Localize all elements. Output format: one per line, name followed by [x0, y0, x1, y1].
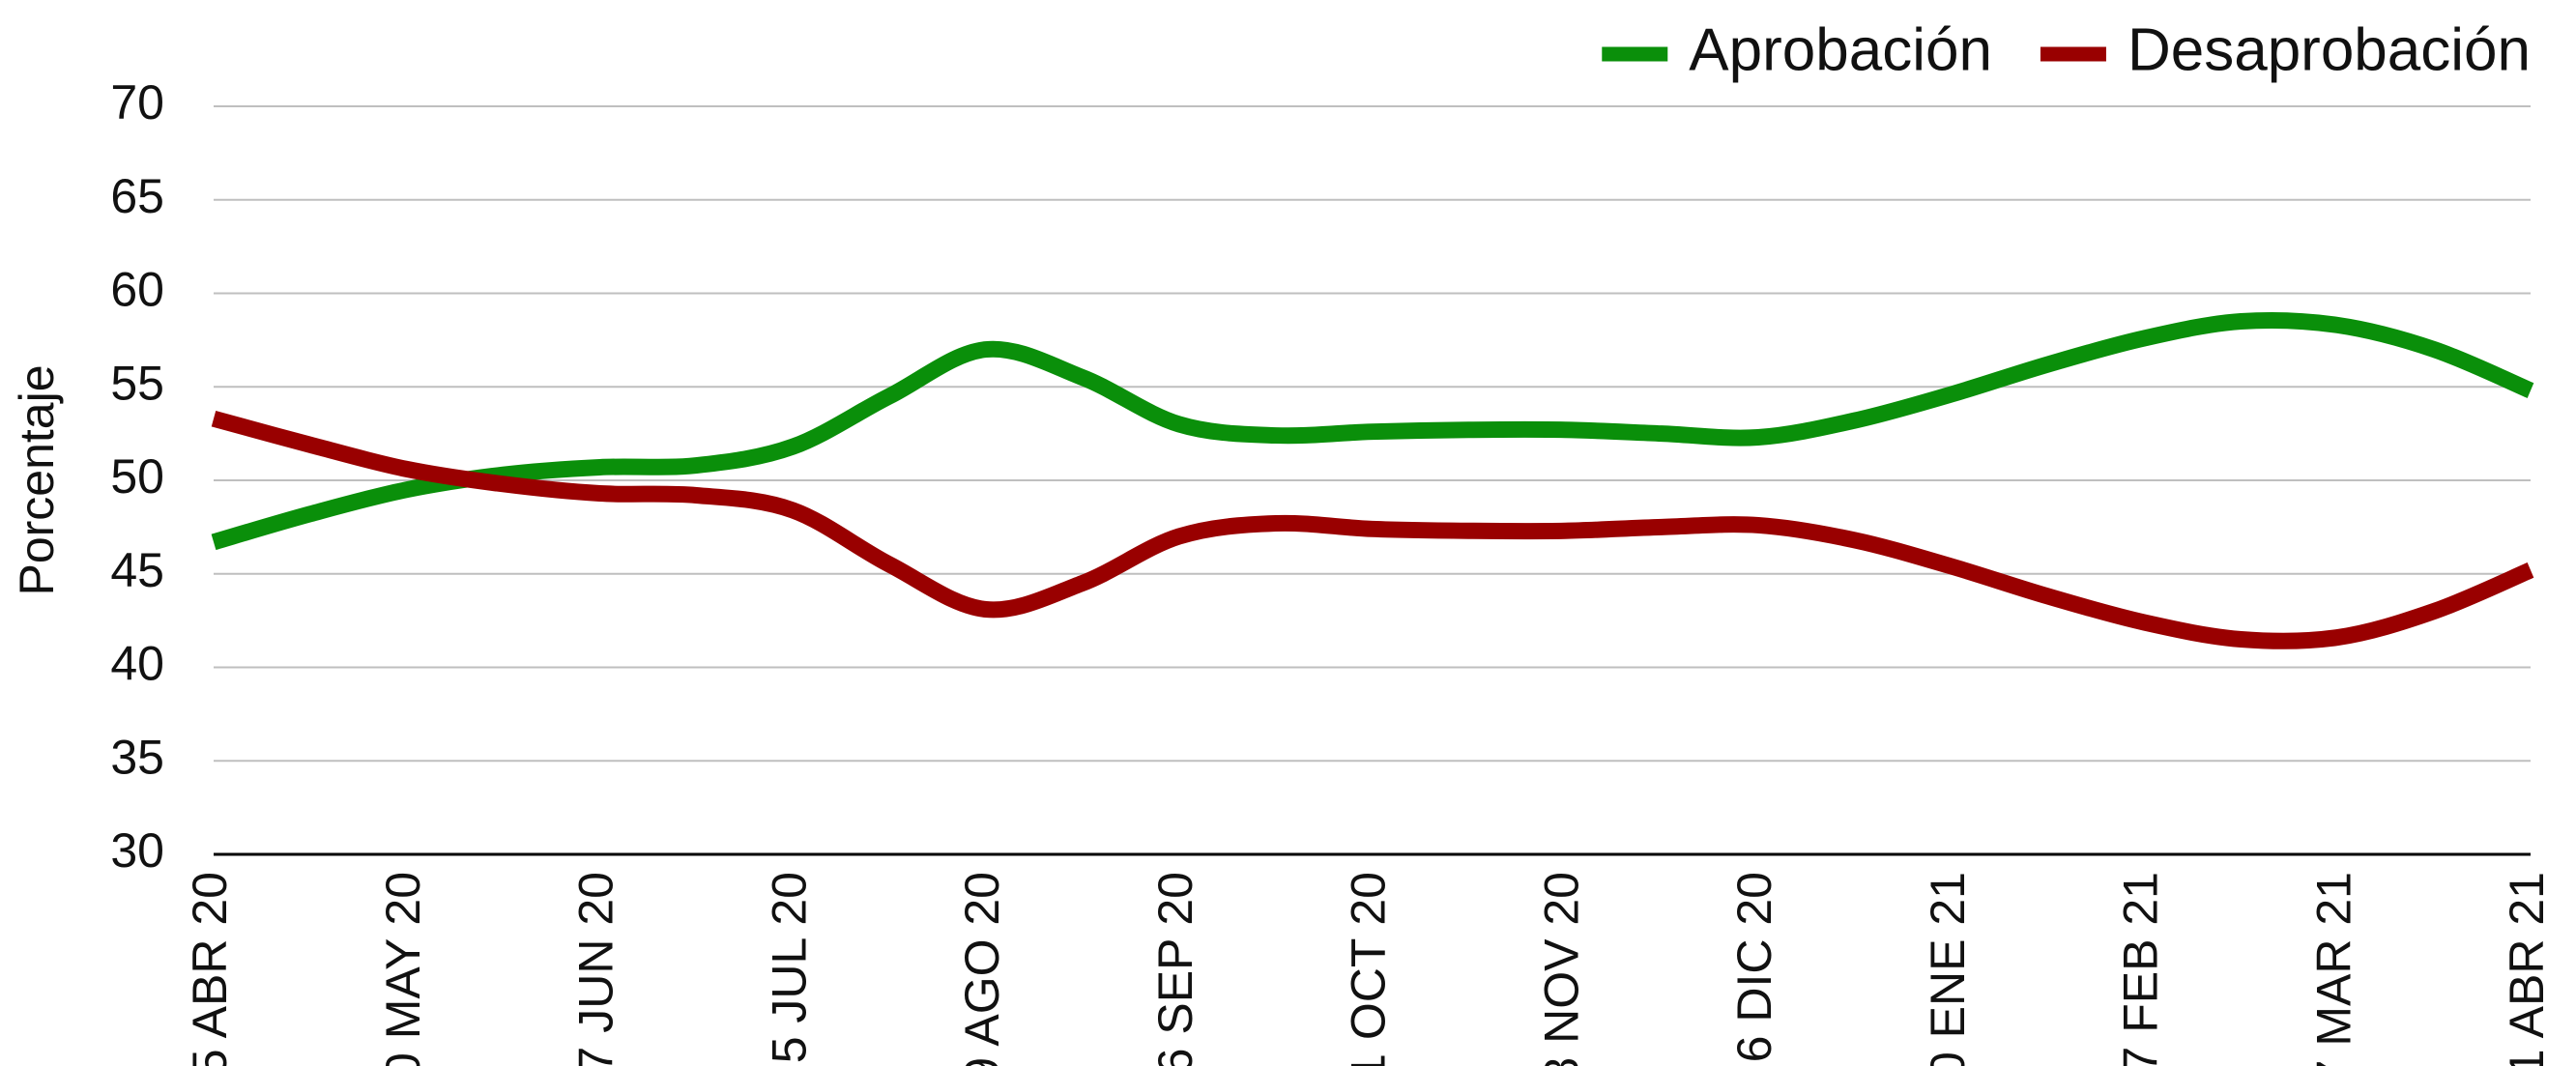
legend-label: Desaprobación [2127, 16, 2531, 83]
x-tick-label: 10 MAY 20 [376, 872, 430, 1066]
y-tick-label: 60 [110, 263, 164, 317]
x-tick-label: 7 FEB 21 [2114, 872, 2168, 1066]
x-tick-label: 7 JUN 20 [569, 872, 623, 1066]
y-tick-label: 65 [110, 169, 164, 223]
y-tick-label: 45 [110, 543, 164, 597]
x-tick-label: 5 JUL 20 [762, 872, 816, 1063]
x-tick-label: 6 SEP 20 [1148, 872, 1202, 1066]
y-tick-label: 30 [110, 823, 164, 878]
y-axis-label: Porcentaje [10, 364, 64, 595]
y-tick-label: 55 [110, 356, 164, 410]
x-tick-label: 7 MAR 21 [2306, 872, 2360, 1066]
y-tick-label: 70 [110, 75, 164, 130]
legend-label: Aprobación [1689, 16, 1992, 83]
y-tick-label: 50 [110, 449, 164, 504]
x-tick-label: 5 ABR 20 [183, 872, 237, 1066]
x-tick-label: 8 NOV 20 [1534, 872, 1588, 1066]
x-tick-label: 11 OCT 20 [1342, 872, 1396, 1066]
y-tick-label: 35 [110, 730, 164, 784]
x-tick-label: 10 ENE 21 [1921, 872, 1975, 1066]
x-tick-label: 11 ABR 21 [2500, 872, 2554, 1066]
x-tick-label: 9 AGO 20 [955, 872, 1009, 1066]
x-tick-label: 6 DIC 20 [1727, 872, 1781, 1062]
y-tick-label: 40 [110, 637, 164, 691]
line [211, 311, 2534, 551]
line [211, 410, 2534, 649]
